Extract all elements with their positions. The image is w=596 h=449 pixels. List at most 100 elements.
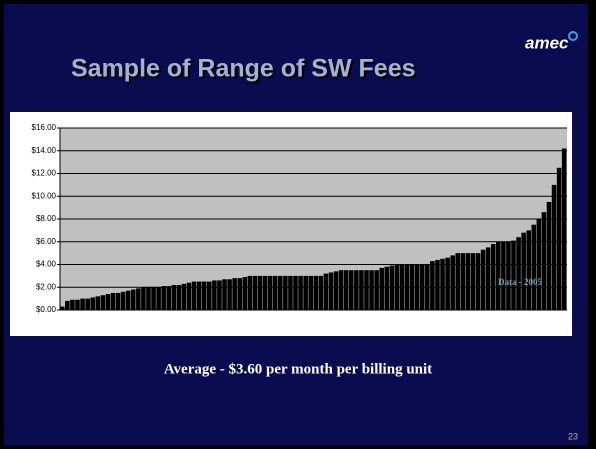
bar: [252, 275, 258, 310]
bar: [232, 278, 237, 310]
bar: [409, 264, 415, 310]
bar: [369, 270, 374, 310]
y-tick-label: $4.00: [36, 260, 57, 269]
bar: [247, 275, 253, 310]
bar: [217, 280, 222, 310]
bar: [257, 275, 263, 310]
page-number: 23: [568, 431, 578, 441]
bar: [60, 306, 65, 310]
bar: [136, 288, 141, 310]
bar: [414, 264, 420, 310]
bar: [115, 292, 121, 310]
bar: [207, 281, 212, 310]
bar: [541, 212, 547, 310]
bar: [521, 232, 526, 310]
bar: [531, 224, 537, 310]
bar: [526, 230, 532, 310]
bar: [130, 289, 136, 310]
title-shadow: Sample of Range of SW Fees: [73, 57, 418, 85]
bar: [65, 300, 70, 310]
bar: [333, 271, 339, 310]
bar: [511, 240, 516, 310]
bar: [419, 264, 425, 310]
bar: [161, 286, 166, 310]
bar: [465, 253, 471, 310]
bar: [95, 296, 101, 310]
bar: [359, 270, 364, 310]
bar: [262, 275, 268, 310]
bar: [323, 273, 329, 310]
bar: [242, 277, 248, 310]
bar: [556, 167, 562, 310]
slide-title: Sample of Range of SW Fees: [71, 55, 416, 83]
bar: [551, 184, 557, 310]
bar: [283, 275, 288, 310]
bar: [288, 275, 293, 310]
bar: [384, 266, 390, 310]
bar: [176, 284, 182, 310]
bar: [156, 287, 161, 310]
bar: [480, 249, 486, 310]
bar: [303, 275, 308, 310]
bar: [75, 299, 80, 310]
bar: [561, 148, 567, 310]
bar: [146, 287, 151, 310]
bar: [435, 259, 440, 310]
bar: [343, 270, 349, 310]
bar: [125, 290, 131, 310]
bar: [227, 279, 232, 310]
bar: [186, 282, 192, 310]
bar: [455, 253, 461, 310]
caption: Average - $3.60 per month per billing un…: [164, 361, 432, 377]
bar: [100, 295, 106, 310]
bar: [328, 272, 334, 310]
bar: [171, 284, 177, 310]
bar: [445, 257, 450, 310]
annotation: Data - 2005: [498, 277, 542, 287]
bar: [496, 241, 501, 310]
bar: [536, 219, 542, 310]
bar: [120, 291, 126, 310]
y-tick-label: $8.00: [36, 214, 57, 223]
bar: [379, 267, 384, 310]
y-tick-label: $16.00: [32, 123, 57, 132]
bar: [196, 281, 202, 310]
bar: [237, 278, 243, 310]
bar: [85, 298, 90, 310]
bar: [338, 270, 344, 310]
bar: [490, 244, 496, 310]
logo-mark: [568, 31, 578, 41]
bar: [348, 270, 354, 310]
bar: [475, 253, 481, 310]
bar: [293, 275, 298, 310]
bar: [430, 261, 435, 310]
bar: [141, 287, 146, 310]
logo: amec: [525, 33, 569, 52]
bar: [318, 275, 324, 310]
bar: [191, 281, 197, 310]
bar: [425, 264, 430, 310]
bar: [80, 298, 85, 310]
bar: [181, 283, 187, 310]
bar: [470, 253, 476, 310]
bar: [90, 297, 95, 310]
plot: $0.00 $2.00 $4.00 $6.00 $8.00 $10.00 $12.00 $14…: [32, 123, 567, 314]
bar: [364, 270, 369, 310]
bar: [105, 294, 111, 310]
y-tick-label: $6.00: [36, 237, 57, 246]
y-tick-label: $14.00: [32, 146, 57, 155]
bar: [267, 275, 273, 310]
bar: [222, 279, 227, 310]
bar: [506, 241, 511, 310]
bar: [70, 299, 75, 310]
y-tick-label: $0.00: [36, 305, 57, 314]
bar: [212, 280, 217, 310]
bar: [516, 237, 521, 310]
bar: [110, 292, 116, 310]
bar: [272, 275, 278, 310]
y-tick-label: $12.00: [32, 169, 57, 178]
bar: [394, 264, 400, 310]
bar: [151, 287, 156, 310]
bar: [374, 270, 379, 310]
bar: [399, 264, 405, 310]
